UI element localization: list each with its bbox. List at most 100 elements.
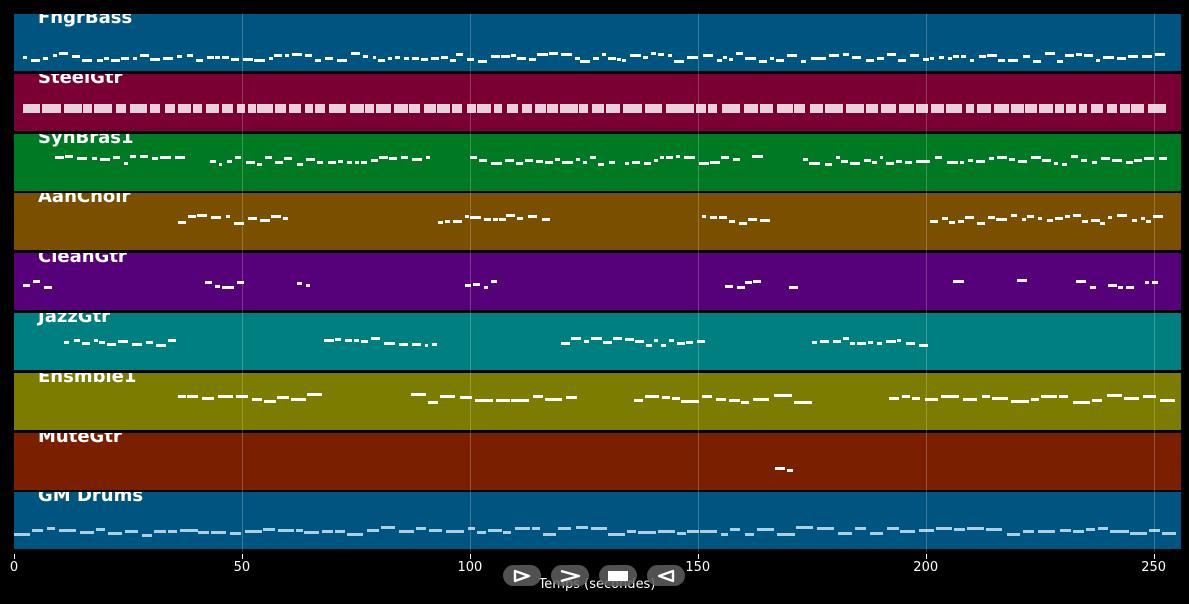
- midi-note: [14, 533, 30, 537]
- midi-note: [211, 531, 226, 535]
- midi-note: [897, 339, 902, 342]
- midi-note: [1066, 103, 1076, 113]
- midi-note: [251, 397, 262, 401]
- midi-note: [653, 339, 659, 342]
- midi-note: [372, 56, 377, 59]
- midi-note: [46, 527, 56, 531]
- midi-note: [607, 57, 616, 60]
- midi-note: [625, 338, 634, 341]
- midi-note: [666, 103, 685, 113]
- midi-note: [700, 530, 718, 534]
- midi-note: [23, 56, 28, 59]
- track-row: CleanGtr: [14, 253, 1181, 311]
- track-name-label: MuteGtr: [38, 432, 122, 447]
- forward-button[interactable]: [551, 565, 589, 586]
- midi-note: [421, 58, 428, 61]
- midi-note: [400, 155, 408, 159]
- midi-note: [1090, 103, 1103, 113]
- midi-note: [193, 103, 203, 113]
- track-row: FngrBass: [14, 14, 1181, 71]
- midi-note: [111, 59, 120, 62]
- midi-note: [73, 339, 81, 342]
- midi-note: [404, 57, 409, 60]
- midi-note: [802, 157, 809, 161]
- midi-note: [865, 59, 875, 62]
- midi-note: [918, 529, 934, 533]
- midi-note: [149, 58, 160, 61]
- piano-roll-plot: FngrBass SteelGtr SynBras1 AahChoir CleanGtr…: [14, 14, 1181, 552]
- midi-note: [1072, 530, 1084, 534]
- midi-note: [657, 53, 665, 56]
- midi-note: [978, 55, 986, 58]
- midi-note: [1085, 528, 1095, 532]
- rewind-button[interactable]: [647, 565, 685, 586]
- midi-note: [702, 54, 714, 57]
- midi-note: [1017, 159, 1027, 163]
- midi-note: [32, 280, 40, 284]
- midi-note: [565, 395, 578, 399]
- midi-note: [424, 103, 436, 113]
- play-button[interactable]: [503, 565, 541, 586]
- midi-note: [1111, 158, 1122, 162]
- midi-note: [1140, 217, 1145, 221]
- midi-note: [820, 340, 830, 343]
- midi-note: [728, 398, 740, 402]
- midi-note: [1022, 55, 1030, 58]
- midi-note: [562, 160, 573, 164]
- midi-note: [437, 221, 443, 225]
- stop-button[interactable]: [599, 565, 637, 586]
- midi-note: [924, 397, 938, 401]
- midi-note: [1134, 158, 1142, 162]
- midi-note: [685, 341, 694, 344]
- midi-note: [748, 218, 757, 222]
- midi-note: [953, 528, 966, 532]
- midi-note: [915, 159, 925, 163]
- midi-note: [1030, 397, 1040, 401]
- midi-note: [843, 53, 850, 56]
- midi-note: [140, 54, 149, 57]
- midi-note: [752, 154, 763, 158]
- midi-note: [351, 52, 360, 55]
- rewind-icon: [656, 569, 676, 583]
- midi-note: [129, 154, 137, 158]
- midi-note: [475, 398, 494, 402]
- midi-note: [98, 341, 105, 344]
- midi-note: [957, 220, 965, 224]
- midi-note: [64, 341, 70, 344]
- midi-note: [274, 160, 283, 164]
- midi-note: [1065, 215, 1071, 219]
- track-name-label: AahChoir: [38, 193, 131, 208]
- midi-note: [617, 58, 622, 61]
- midi-note: [740, 400, 749, 404]
- midi-note: [1152, 281, 1158, 285]
- midi-note: [1037, 217, 1043, 221]
- midi-note: [699, 161, 709, 165]
- midi-note: [702, 394, 712, 398]
- midi-note: [733, 157, 741, 161]
- midi-note: [1117, 286, 1124, 290]
- midi-note: [697, 340, 706, 343]
- midi-note: [824, 103, 843, 113]
- midi-note: [495, 398, 511, 402]
- midi-note: [961, 55, 966, 58]
- midi-note: [561, 53, 572, 56]
- midi-note: [237, 281, 244, 285]
- midi-note: [230, 58, 239, 61]
- midi-note: [1064, 54, 1074, 57]
- midi-note: [1059, 529, 1072, 533]
- midi-note: [590, 155, 597, 159]
- midi-note: [221, 103, 233, 113]
- midi-note: [824, 162, 832, 166]
- midi-note: [644, 103, 663, 113]
- midi-note: [541, 218, 550, 222]
- midi-note: [82, 59, 93, 62]
- midi-note: [42, 57, 49, 60]
- midi-note: [470, 216, 481, 220]
- midi-note: [555, 157, 561, 161]
- midi-note: [234, 155, 241, 159]
- midi-note: [946, 103, 963, 113]
- midi-note: [965, 216, 974, 220]
- midi-note: [304, 54, 313, 57]
- midi-note: [674, 60, 684, 63]
- midi-note: [1011, 399, 1030, 403]
